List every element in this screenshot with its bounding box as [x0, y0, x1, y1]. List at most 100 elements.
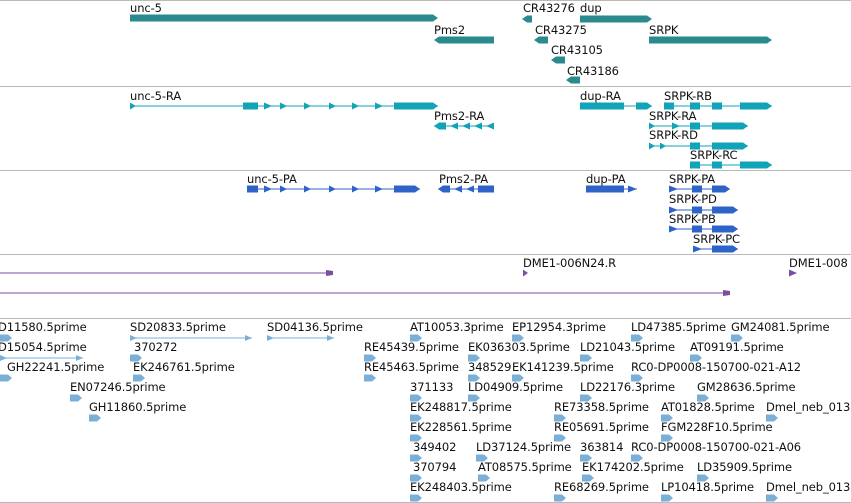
gene-feature[interactable]: [645, 35, 776, 45]
feature-label: LD37124.5prime: [476, 440, 571, 454]
transcript-feature[interactable]: [126, 101, 442, 111]
exon-block: [692, 225, 702, 233]
transcript-feature[interactable]: [434, 184, 498, 194]
feature-label: DME1-006N24.R: [523, 256, 617, 270]
est-block: [631, 374, 643, 382]
est-feature[interactable]: [686, 353, 706, 363]
est-feature[interactable]: [578, 473, 598, 483]
est-feature[interactable]: [406, 433, 426, 443]
feature-label: CR43276: [523, 1, 575, 15]
est-feature[interactable]: [263, 333, 338, 343]
exon-block: [690, 161, 700, 169]
exon-block: [264, 102, 272, 110]
est-feature[interactable]: [508, 333, 528, 343]
feature-label: SRPK-PC: [693, 232, 740, 246]
est-feature[interactable]: [0, 373, 16, 383]
est-feature[interactable]: [66, 393, 86, 403]
exon-block: [375, 102, 383, 110]
transcript-feature[interactable]: [576, 101, 656, 111]
est-feature[interactable]: [508, 373, 528, 383]
track-separator: [0, 0, 851, 1]
gene-feature[interactable]: [562, 75, 584, 85]
est-feature[interactable]: [727, 333, 747, 343]
est-feature[interactable]: [474, 473, 494, 483]
clone-feature[interactable]: [519, 268, 532, 278]
est-feature[interactable]: [627, 333, 647, 343]
est-feature[interactable]: [126, 353, 146, 363]
est-feature[interactable]: [360, 353, 380, 363]
est-feature[interactable]: [464, 373, 484, 383]
est-feature[interactable]: [550, 493, 570, 503]
transcript-feature[interactable]: [660, 101, 776, 111]
est-feature[interactable]: [550, 433, 570, 443]
transcript-feature[interactable]: [430, 121, 498, 131]
gene-feature[interactable]: [126, 13, 442, 23]
est-feature[interactable]: [360, 373, 380, 383]
est-feature[interactable]: [406, 393, 426, 403]
gene-feature[interactable]: [576, 14, 656, 24]
est-feature[interactable]: [464, 393, 484, 403]
transcript-feature[interactable]: [645, 141, 752, 151]
est-feature[interactable]: [129, 373, 149, 383]
est-feature[interactable]: [406, 453, 426, 463]
est-feature[interactable]: [693, 473, 713, 483]
clone-feature[interactable]: [785, 268, 801, 278]
est-feature[interactable]: [85, 413, 105, 423]
est-feature[interactable]: [576, 353, 596, 363]
feature-label: SRPK-PD: [669, 192, 717, 206]
est-feature[interactable]: [657, 413, 677, 423]
est-feature[interactable]: [762, 413, 782, 423]
est-feature[interactable]: [472, 453, 492, 463]
gene-feature[interactable]: [518, 14, 536, 24]
gene-feature[interactable]: [530, 35, 552, 45]
transcript-feature[interactable]: [665, 205, 742, 215]
est-feature[interactable]: [464, 353, 484, 363]
feature-label: dup: [580, 1, 602, 15]
transcript-feature[interactable]: [582, 184, 641, 194]
est-feature[interactable]: [576, 393, 596, 403]
feature-label: GH11860.5prime: [89, 400, 187, 414]
transcript-feature[interactable]: [665, 224, 742, 234]
est-block: [476, 454, 488, 462]
transcript-feature[interactable]: [665, 184, 734, 194]
clone-feature[interactable]: [0, 268, 337, 278]
est-feature[interactable]: [126, 333, 256, 343]
gene-feature[interactable]: [430, 35, 498, 45]
est-feature[interactable]: [627, 453, 647, 463]
feature-label: EK141239.5prime: [512, 360, 614, 374]
clone-feature[interactable]: [0, 288, 734, 298]
transcript-feature[interactable]: [243, 184, 424, 194]
feature-label: 348529: [468, 360, 512, 374]
feature-label: LD47385.5prime: [631, 320, 726, 334]
est-feature[interactable]: [0, 333, 16, 343]
est-feature[interactable]: [0, 353, 87, 363]
est-block: [631, 334, 643, 342]
est-feature[interactable]: [576, 453, 596, 463]
est-feature[interactable]: [762, 493, 782, 503]
feature-label: GH22241.5prime: [7, 360, 105, 374]
est-block: [690, 354, 702, 362]
est-feature[interactable]: [657, 493, 677, 503]
est-feature[interactable]: [693, 393, 713, 403]
exon-block: [352, 185, 359, 193]
est-feature[interactable]: [406, 413, 426, 423]
feature-label: dup-PA: [586, 172, 626, 186]
est-feature[interactable]: [406, 493, 426, 503]
gene-feature[interactable]: [547, 55, 569, 65]
est-feature[interactable]: [406, 333, 426, 343]
exon-block: [243, 102, 258, 110]
est-feature[interactable]: [627, 373, 647, 383]
est-feature[interactable]: [406, 473, 426, 483]
est-feature[interactable]: [657, 433, 677, 443]
exon-block: [394, 102, 438, 110]
transcript-feature[interactable]: [645, 121, 752, 131]
est-feature[interactable]: [550, 413, 570, 423]
feature-label: EK248403.5prime: [410, 480, 512, 494]
transcript-feature[interactable]: [689, 244, 742, 254]
exon-block: [486, 122, 494, 130]
feature-label: LP10418.5prime: [661, 480, 754, 494]
est-block: [468, 394, 480, 402]
est-block: [766, 414, 778, 422]
feature-label: AT08575.5prime: [478, 460, 572, 474]
transcript-feature[interactable]: [686, 160, 776, 170]
